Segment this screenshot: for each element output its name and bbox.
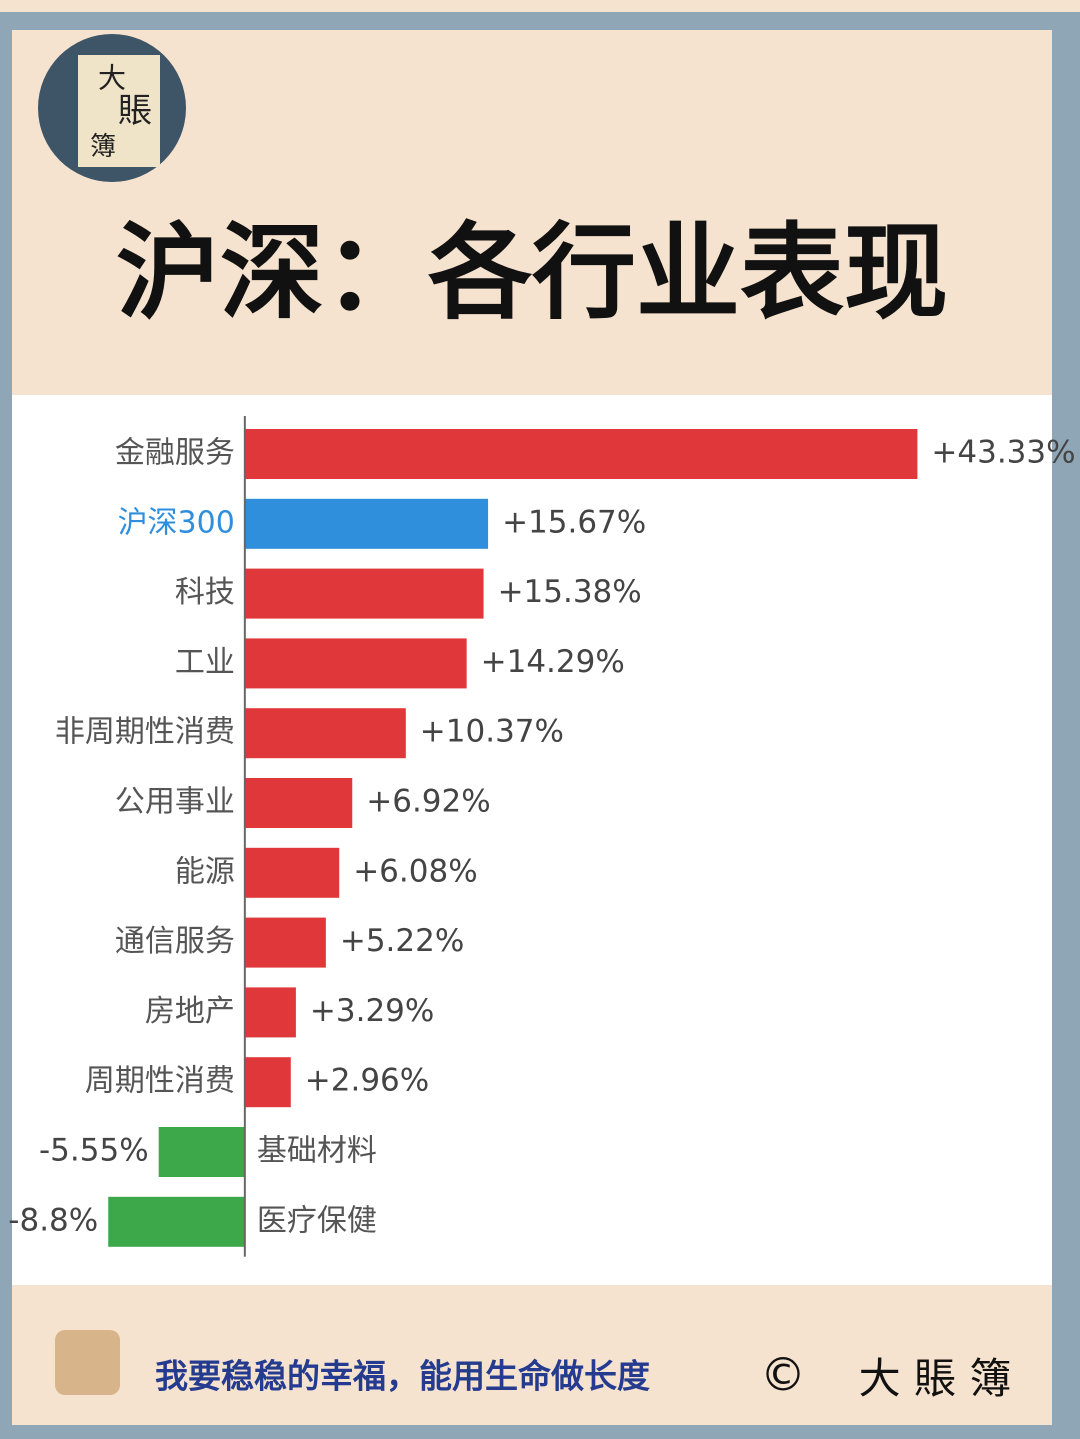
- value-label: -8.8%: [8, 1202, 98, 1238]
- bar: [244, 987, 296, 1038]
- category-label: 沪深300: [118, 505, 235, 540]
- bar: [244, 847, 340, 898]
- bar: [244, 568, 484, 619]
- bar: [158, 1127, 245, 1177]
- category-label: 周期性消费: [85, 1064, 235, 1099]
- footer-icon: [55, 1330, 120, 1395]
- category-label: 非周期性消费: [55, 715, 235, 750]
- category-label: 基础材料: [257, 1134, 377, 1169]
- value-label: +5.22%: [340, 923, 464, 959]
- logo-char: 簿: [90, 132, 116, 162]
- logo-char: 賬: [118, 91, 152, 131]
- bar: [244, 638, 467, 689]
- value-label: +10.37%: [420, 714, 564, 750]
- chart-title: 沪深：各行业表现: [116, 211, 948, 333]
- value-label: -5.55%: [39, 1133, 149, 1169]
- category-label: 医疗保健: [257, 1203, 377, 1238]
- value-label: +3.29%: [310, 993, 434, 1029]
- category-label: 金融服务: [115, 436, 235, 471]
- top-strip: [0, 0, 1080, 12]
- footer-copyright: ©: [760, 1348, 806, 1402]
- bar: [244, 498, 489, 549]
- value-label: +6.92%: [366, 784, 490, 820]
- value-label: +14.29%: [481, 644, 625, 680]
- value-label: +6.08%: [353, 853, 477, 889]
- category-label: 通信服务: [115, 924, 235, 959]
- value-label: +43.33%: [931, 435, 1075, 471]
- category-label: 房地产: [145, 994, 235, 1029]
- bar: [244, 1057, 291, 1108]
- bar: [108, 1196, 245, 1247]
- bar: [244, 917, 326, 968]
- logo-char: 大: [98, 62, 126, 95]
- bar: [244, 708, 406, 759]
- value-label: +15.38%: [498, 574, 642, 610]
- bar: [244, 429, 918, 479]
- category-label: 公用事业: [115, 785, 235, 820]
- category-label: 科技: [175, 575, 235, 610]
- category-label: 能源: [175, 854, 235, 889]
- category-label: 工业: [175, 645, 235, 680]
- footer-brand: 大 賬 簿: [859, 1354, 1012, 1403]
- value-label: +15.67%: [502, 504, 646, 540]
- value-label: +2.96%: [305, 1063, 429, 1099]
- footer-slogan: 我要稳稳的幸福，能用生命做长度: [155, 1357, 650, 1396]
- logo-paper: [78, 55, 160, 167]
- logo: 大 賬 簿: [38, 34, 186, 182]
- plot: 金融服务 +43.33% 沪深300 +15.67% 科技 +15.38% 工业 +14.29…: [8, 416, 1076, 1257]
- bar: [244, 778, 353, 828]
